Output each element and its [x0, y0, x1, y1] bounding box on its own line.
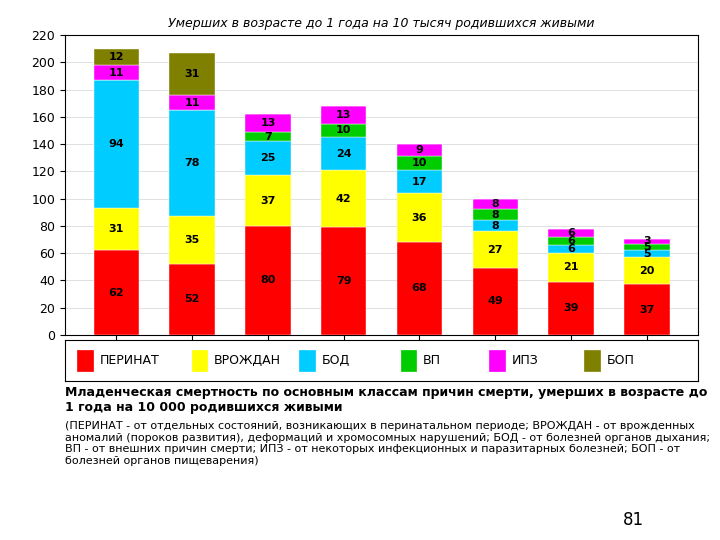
Bar	[246, 132, 291, 141]
Text: 20: 20	[639, 266, 654, 276]
Text: 10: 10	[412, 158, 427, 168]
Text: ВРОЖДАН: ВРОЖДАН	[214, 354, 281, 367]
Bar	[624, 285, 670, 335]
Bar	[397, 144, 442, 157]
Text: 81: 81	[623, 511, 644, 529]
Text: 80: 80	[260, 275, 276, 285]
Bar	[246, 141, 291, 176]
Bar	[472, 231, 518, 268]
Text: 31: 31	[184, 69, 200, 79]
Bar	[246, 176, 291, 226]
Title: Умерших в возрасте до 1 года на 10 тысяч родившихся живыми: Умерших в возрасте до 1 года на 10 тысяч…	[168, 17, 595, 30]
Text: 9: 9	[415, 145, 423, 155]
Bar	[549, 228, 594, 237]
Text: 37: 37	[260, 195, 276, 206]
Text: 12: 12	[109, 52, 124, 62]
Text: 17: 17	[412, 177, 427, 186]
Bar	[321, 106, 366, 124]
Bar	[472, 210, 518, 220]
Text: 25: 25	[260, 153, 276, 164]
Text: ВП: ВП	[423, 354, 441, 367]
Text: Младенческая смертность по основным классам причин смерти, умерших в возрасте до: Младенческая смертность по основным клас…	[65, 386, 707, 414]
Text: 79: 79	[336, 276, 351, 286]
Text: 36: 36	[412, 213, 427, 222]
Bar	[397, 170, 442, 193]
Text: 7: 7	[264, 132, 271, 141]
Bar	[397, 242, 442, 335]
Text: 10: 10	[336, 125, 351, 136]
Bar	[624, 239, 670, 244]
Bar	[400, 350, 416, 370]
Text: 27: 27	[487, 245, 503, 255]
Text: 52: 52	[184, 294, 200, 305]
Bar	[549, 237, 594, 245]
Bar	[94, 251, 139, 335]
Bar	[78, 350, 94, 370]
Bar	[169, 53, 215, 95]
Text: 49: 49	[487, 296, 503, 306]
Bar	[321, 170, 366, 227]
Text: 35: 35	[184, 235, 199, 245]
Text: 5: 5	[643, 249, 651, 259]
Text: 11: 11	[184, 98, 200, 107]
Bar	[169, 110, 215, 217]
Bar	[321, 227, 366, 335]
Text: 37: 37	[639, 305, 654, 315]
Bar	[94, 208, 139, 251]
Bar	[549, 245, 594, 253]
Bar	[624, 257, 670, 285]
Text: 5: 5	[643, 242, 651, 252]
Bar	[321, 137, 366, 170]
Bar	[300, 350, 315, 370]
Bar	[472, 199, 518, 210]
Text: 39: 39	[563, 303, 579, 313]
Bar	[246, 114, 291, 132]
Text: ПЕРИНАТ: ПЕРИНАТ	[99, 354, 159, 367]
Bar	[169, 264, 215, 335]
Text: 11: 11	[109, 68, 124, 78]
Bar	[94, 80, 139, 208]
Bar	[192, 350, 207, 370]
Bar	[397, 157, 442, 170]
Bar	[624, 244, 670, 251]
Bar	[549, 282, 594, 335]
Text: БОП: БОП	[606, 354, 634, 367]
Text: (ПЕРИНАТ - от отдельных состояний, возникающих в перинатальном периоде; ВРОЖДАН : (ПЕРИНАТ - от отдельных состояний, возни…	[65, 421, 710, 466]
Text: 8: 8	[492, 199, 499, 209]
Text: 24: 24	[336, 148, 351, 159]
Text: 6: 6	[567, 236, 575, 246]
Text: 6: 6	[567, 228, 575, 238]
Text: 94: 94	[109, 139, 125, 149]
Bar	[624, 251, 670, 257]
Text: ИПЗ: ИПЗ	[511, 354, 539, 367]
Bar	[169, 95, 215, 110]
Bar	[549, 253, 594, 282]
Bar	[490, 350, 505, 370]
Bar	[472, 268, 518, 335]
Text: 3: 3	[643, 237, 651, 246]
Text: 78: 78	[184, 158, 200, 168]
Bar	[94, 49, 139, 65]
Text: 68: 68	[412, 284, 427, 293]
Text: 8: 8	[492, 221, 499, 231]
Text: 8: 8	[492, 210, 499, 220]
Bar	[94, 65, 139, 80]
Bar	[321, 124, 366, 137]
Text: 42: 42	[336, 193, 351, 204]
Text: 13: 13	[260, 118, 276, 128]
Text: БОД: БОД	[321, 354, 350, 367]
Bar	[397, 193, 442, 242]
Text: 62: 62	[109, 288, 124, 298]
Bar	[472, 220, 518, 231]
Text: 6: 6	[567, 244, 575, 254]
Bar	[585, 350, 600, 370]
Bar	[246, 226, 291, 335]
Text: 31: 31	[109, 224, 124, 234]
Bar	[169, 217, 215, 264]
Text: 13: 13	[336, 110, 351, 120]
Text: 21: 21	[563, 262, 579, 272]
